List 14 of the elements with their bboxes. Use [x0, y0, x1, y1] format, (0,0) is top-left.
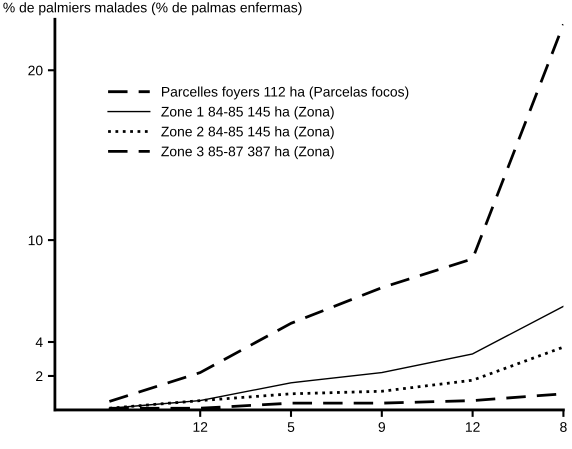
legend-label: Zone 3 85-87 387 ha (Zona): [161, 146, 334, 160]
x-tick-label: 12: [466, 422, 480, 432]
x-tick-label: 12: [194, 422, 208, 432]
y-axis-title: % de palmiers malades (% de palmas enfermas): [3, 2, 302, 16]
x-tick-label: 9: [378, 422, 386, 432]
x-tick-label: 5: [288, 422, 294, 432]
y-tick-label: 20: [28, 66, 43, 76]
y-tick-label: 10: [28, 235, 43, 246]
legend-label: Zone 2 84-85 145 ha (Zona): [161, 126, 334, 140]
y-tick-label: 2: [36, 371, 42, 381]
legend-label: Parcelles foyers 112 ha (Parcelas focos): [162, 86, 408, 100]
legend-label: Zone 1 84-85 145 ha (Zona): [161, 106, 334, 120]
x-tick-label: 8: [560, 422, 567, 432]
y-tick-label: 4: [36, 337, 43, 348]
